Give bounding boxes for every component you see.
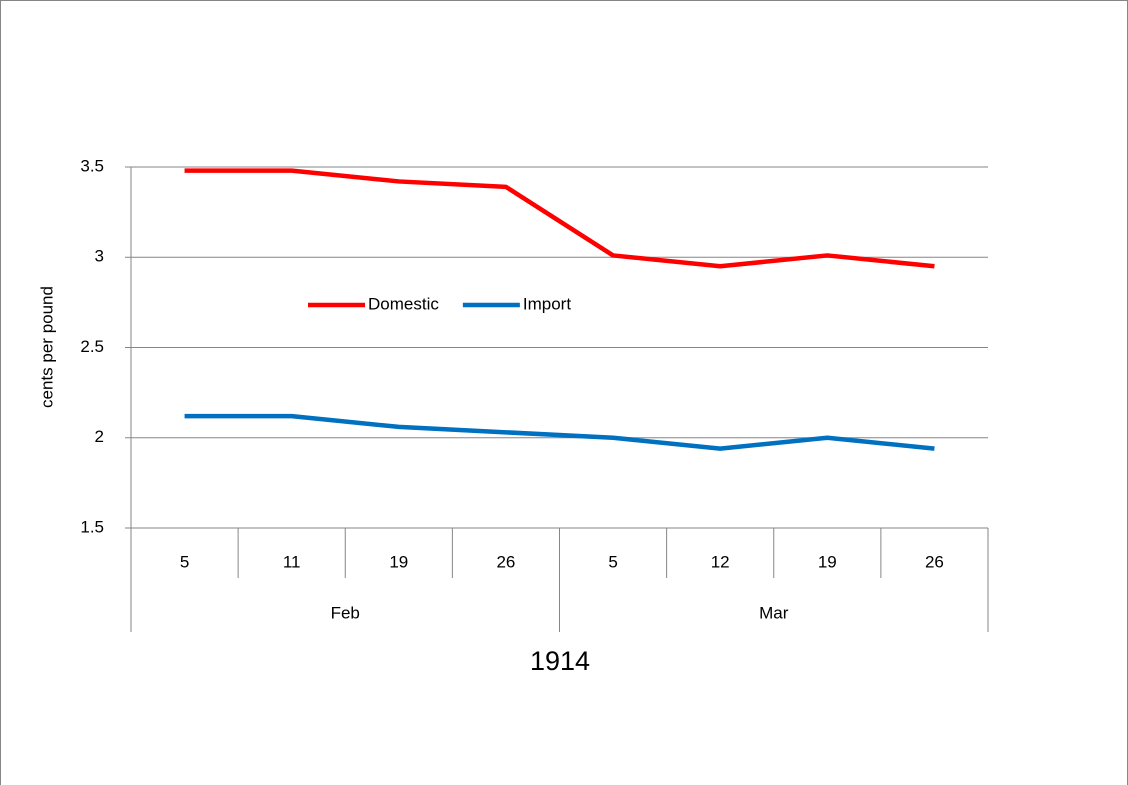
x-tick-label: 12 bbox=[711, 552, 730, 571]
x-tick-label: 5 bbox=[180, 552, 189, 571]
x-tick-label: 19 bbox=[818, 552, 837, 571]
data-line bbox=[184, 413, 935, 451]
x-tick-label: 19 bbox=[389, 552, 408, 571]
y-tick-label: 2 bbox=[95, 427, 104, 446]
data-line bbox=[184, 168, 935, 269]
y-tick-label: 3.5 bbox=[80, 156, 104, 175]
x-tick-label: 26 bbox=[925, 552, 944, 571]
legend-label: Domestic bbox=[368, 294, 439, 313]
x-tick-label: 26 bbox=[496, 552, 515, 571]
y-axis-title: cents per pound bbox=[37, 286, 56, 408]
y-tick-label: 3 bbox=[95, 247, 104, 266]
x-group-label: Mar bbox=[759, 603, 789, 622]
legend-label: Import bbox=[523, 294, 571, 313]
x-axis-title: 1914 bbox=[530, 646, 590, 676]
y-tick-label: 1.5 bbox=[80, 517, 104, 536]
y-tick-label: 2.5 bbox=[80, 337, 104, 356]
x-group-label: Feb bbox=[331, 603, 360, 622]
x-tick-label: 5 bbox=[608, 552, 617, 571]
x-tick-label: 11 bbox=[283, 552, 301, 571]
